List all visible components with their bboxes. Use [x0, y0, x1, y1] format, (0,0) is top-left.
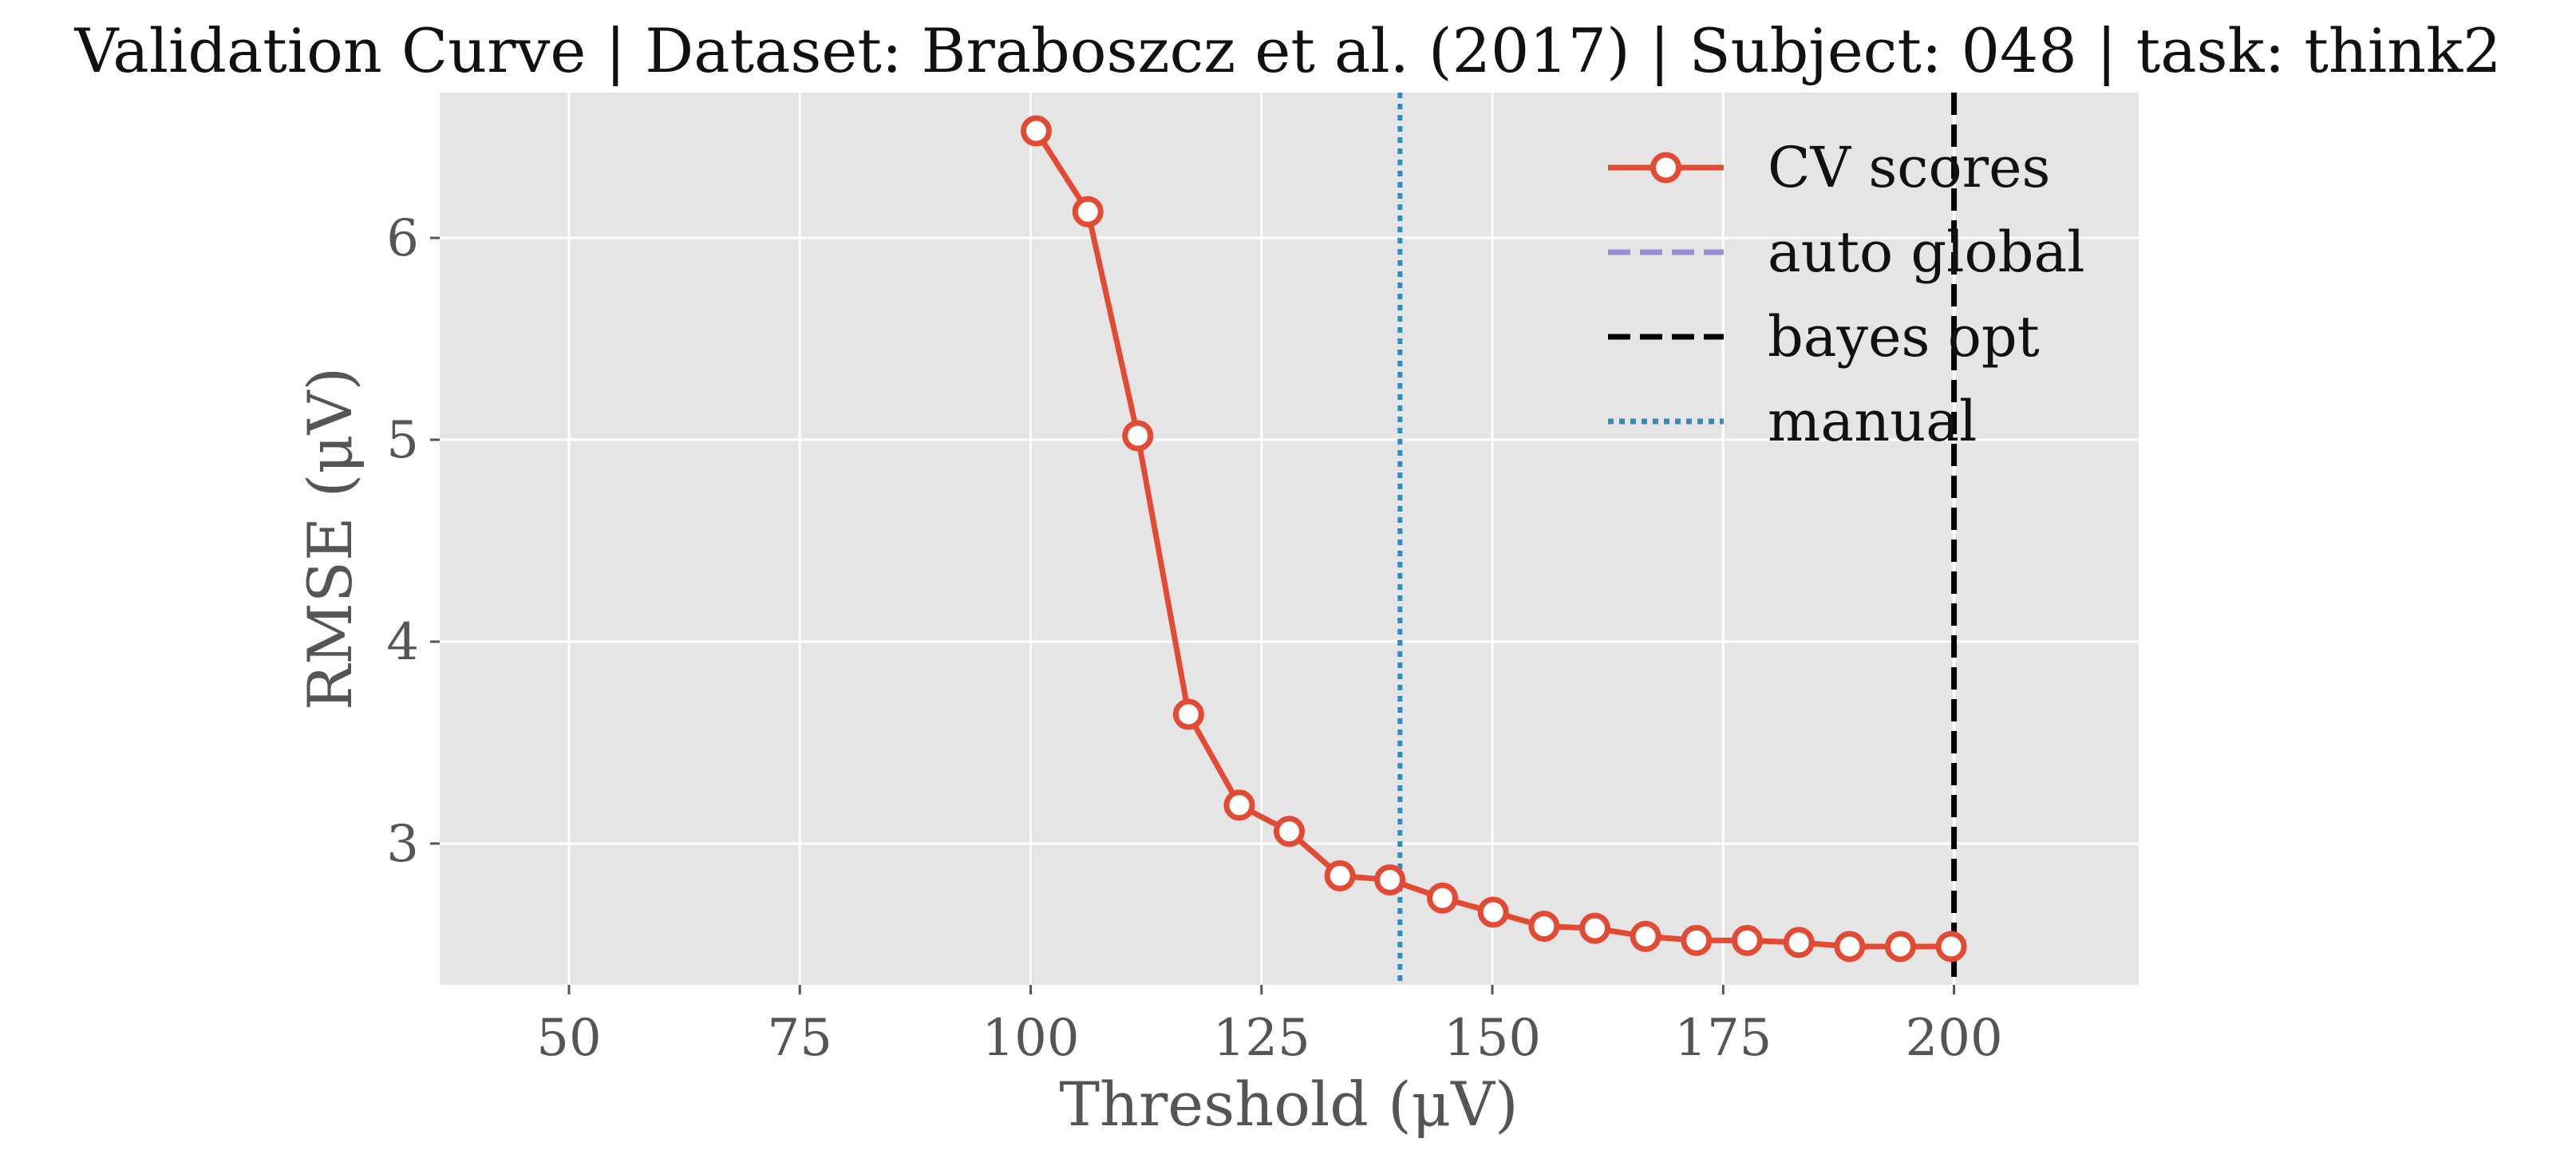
data-point [1223, 789, 1255, 821]
chart-title: Validation Curve | Dataset: Braboszcz et… [74, 15, 2502, 86]
data-point [1834, 931, 1866, 962]
data-point [1122, 420, 1154, 452]
data-point [1884, 931, 1916, 962]
legend-label: auto global [1768, 219, 2085, 285]
data-point [1172, 698, 1204, 730]
y-tick-label: 3 [386, 815, 419, 874]
data-point [1427, 882, 1459, 914]
data-point [1528, 911, 1560, 943]
data-point [1072, 196, 1104, 227]
data-point [1578, 912, 1610, 944]
data-point [1783, 927, 1815, 958]
cv-scores-series [1020, 115, 1967, 962]
x-tick-label: 200 [1906, 1009, 2003, 1068]
legend-label: bayes opt [1768, 304, 2040, 370]
data-point [1681, 924, 1713, 956]
reference-lines [1397, 93, 1958, 985]
legend-marker [1650, 152, 1681, 184]
y-tick-label: 4 [386, 613, 419, 672]
data-point [1020, 115, 1052, 147]
data-point [1477, 896, 1509, 928]
y-tick-label: 5 [386, 411, 419, 470]
x-tick-label: 125 [1213, 1009, 1310, 1068]
data-point [1935, 931, 1967, 962]
tick-labels: 50 75 100 125 150 175 200 3 4 5 6 [386, 209, 2002, 1068]
data-point [1630, 920, 1661, 952]
data-point [1731, 924, 1763, 956]
grid-lines [440, 93, 2139, 985]
data-point [1324, 860, 1356, 891]
x-tick-label: 50 [536, 1009, 601, 1068]
legend: CV scores auto global bayes opt manual [1608, 135, 2085, 454]
legend-label: CV scores [1768, 135, 2050, 200]
y-axis-label: RMSE (μV) [294, 367, 365, 710]
x-tick-label: 75 [768, 1009, 832, 1068]
x-tick-label: 150 [1444, 1009, 1541, 1068]
x-axis-label: Threshold (μV) [1059, 1069, 1518, 1140]
data-point [1374, 864, 1406, 895]
x-tick-label: 100 [982, 1009, 1079, 1068]
legend-label: manual [1768, 389, 1977, 454]
y-tick-label: 6 [386, 209, 419, 268]
data-point [1274, 816, 1305, 848]
x-tick-label: 175 [1674, 1009, 1772, 1068]
